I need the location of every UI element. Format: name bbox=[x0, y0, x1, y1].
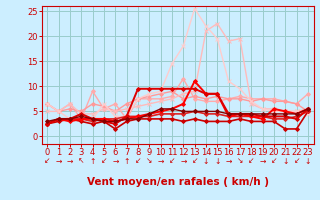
Text: →: → bbox=[225, 156, 232, 165]
Text: ↙: ↙ bbox=[271, 156, 277, 165]
Text: ↑: ↑ bbox=[124, 156, 130, 165]
Text: →: → bbox=[67, 156, 73, 165]
Text: ↖: ↖ bbox=[78, 156, 84, 165]
Text: ↙: ↙ bbox=[169, 156, 175, 165]
Text: ↙: ↙ bbox=[135, 156, 141, 165]
Text: ↓: ↓ bbox=[305, 156, 311, 165]
Text: ↓: ↓ bbox=[214, 156, 220, 165]
X-axis label: Vent moyen/en rafales ( km/h ): Vent moyen/en rafales ( km/h ) bbox=[87, 177, 268, 187]
Text: ↘: ↘ bbox=[146, 156, 152, 165]
Text: →: → bbox=[112, 156, 118, 165]
Text: ↙: ↙ bbox=[293, 156, 300, 165]
Text: ↑: ↑ bbox=[89, 156, 96, 165]
Text: ↓: ↓ bbox=[203, 156, 209, 165]
Text: ↙: ↙ bbox=[101, 156, 107, 165]
Text: →: → bbox=[55, 156, 62, 165]
Text: ↙: ↙ bbox=[191, 156, 198, 165]
Text: →: → bbox=[260, 156, 266, 165]
Text: ↙: ↙ bbox=[248, 156, 254, 165]
Text: ↙: ↙ bbox=[44, 156, 51, 165]
Text: ↘: ↘ bbox=[237, 156, 243, 165]
Text: →: → bbox=[180, 156, 187, 165]
Text: ↓: ↓ bbox=[282, 156, 288, 165]
Text: →: → bbox=[157, 156, 164, 165]
